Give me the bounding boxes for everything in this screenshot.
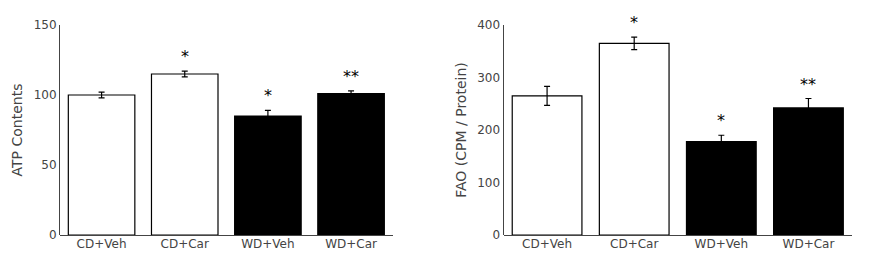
- svg-text:*: *: [264, 86, 272, 105]
- svg-text:ATP Contents: ATP Contents: [9, 84, 25, 177]
- svg-text:WD+Veh: WD+Veh: [695, 237, 748, 251]
- svg-text:CD+Veh: CD+Veh: [522, 237, 572, 251]
- svg-text:200: 200: [477, 123, 500, 137]
- svg-text:0: 0: [49, 228, 57, 242]
- svg-text:100: 100: [477, 176, 500, 190]
- svg-text:CD+Car: CD+Car: [161, 237, 209, 251]
- svg-text:**: **: [343, 67, 359, 86]
- svg-text:*: *: [181, 47, 189, 66]
- svg-text:300: 300: [477, 71, 500, 85]
- svg-text:0: 0: [492, 228, 500, 242]
- svg-text:**: **: [800, 75, 816, 94]
- svg-text:WD+Car: WD+Car: [325, 237, 377, 251]
- svg-text:400: 400: [477, 18, 500, 32]
- svg-text:WD+Veh: WD+Veh: [241, 237, 294, 251]
- svg-text:WD+Car: WD+Car: [783, 237, 835, 251]
- svg-text:*: *: [630, 13, 638, 32]
- svg-text:CD+Veh: CD+Veh: [77, 237, 127, 251]
- svg-text:CD+Car: CD+Car: [610, 237, 658, 251]
- svg-text:100: 100: [34, 88, 57, 102]
- svg-text:*: *: [717, 111, 725, 130]
- svg-text:150: 150: [34, 18, 57, 32]
- svg-text:50: 50: [41, 158, 56, 172]
- svg-text:FAO (CPM / Protein): FAO (CPM / Protein): [453, 62, 469, 197]
